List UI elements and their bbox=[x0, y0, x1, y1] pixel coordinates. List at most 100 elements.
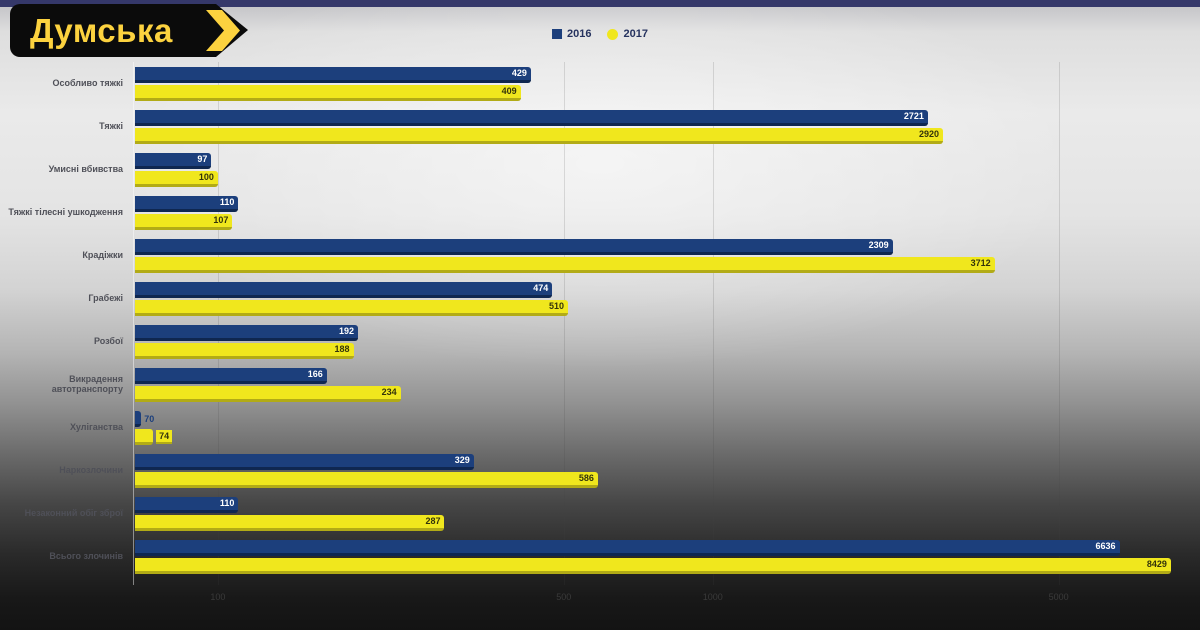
category-label: Наркозлочини bbox=[59, 464, 123, 475]
bar-2017: 510 bbox=[135, 299, 569, 316]
bar-value: 510 bbox=[549, 301, 565, 311]
dumska-logo: Думська bbox=[10, 4, 248, 57]
chart-row: Тяжкі тілесні ушкодження 110 107 bbox=[0, 191, 1200, 234]
bar-value: 188 bbox=[334, 344, 350, 354]
chart-row: Тяжкі 2721 2920 bbox=[0, 105, 1200, 148]
bar-track: 110 bbox=[135, 496, 1185, 513]
bar-tracks: 70 74 bbox=[135, 406, 1185, 449]
bar-2017: 188 bbox=[135, 342, 354, 359]
bar-tracks: 110 107 bbox=[135, 191, 1185, 234]
bar-track: 166 bbox=[135, 367, 1185, 384]
x-axis-tick-label: 500 bbox=[556, 592, 572, 602]
bar-2017: 8429 bbox=[135, 557, 1171, 574]
bar-2016: 2309 bbox=[135, 238, 893, 255]
bar-track: 8429 bbox=[135, 557, 1185, 574]
bar-track: 2309 bbox=[135, 238, 1185, 255]
bar-tracks: 429 409 bbox=[135, 62, 1185, 105]
bar-2016: 329 bbox=[135, 453, 474, 470]
bar-track: 234 bbox=[135, 385, 1185, 402]
bar-value: 234 bbox=[381, 387, 397, 397]
bar-value: 329 bbox=[454, 455, 470, 465]
bar-2016: 110 bbox=[135, 496, 239, 513]
bar-value: 166 bbox=[307, 369, 323, 379]
bar-track: 2920 bbox=[135, 127, 1185, 144]
chart-row: Викрадення автотранспорту 166 234 bbox=[0, 363, 1200, 406]
bar-2016: 6636 bbox=[135, 539, 1120, 556]
category-label: Розбої bbox=[94, 335, 123, 346]
bar-value: 6636 bbox=[1095, 541, 1116, 551]
chart-row: Хуліганства 70 74 bbox=[0, 406, 1200, 449]
bar-2017: 100 bbox=[135, 170, 218, 187]
bar-tracks: 2309 3712 bbox=[135, 234, 1185, 277]
bar-track: 74 bbox=[135, 428, 1185, 445]
chart-rows: Особливо тяжкі 429 409 Тяжкі 2721 2920 Умисні … bbox=[0, 62, 1200, 578]
bar-track: 474 bbox=[135, 281, 1185, 298]
category-label: Умисні вбивства bbox=[48, 163, 123, 174]
bar-2016: 2721 bbox=[135, 109, 928, 126]
bar-2016: 110 bbox=[135, 195, 239, 212]
bar-2017: 287 bbox=[135, 514, 445, 531]
legend-item-2016: 2016 bbox=[552, 28, 592, 40]
bar-track: 6636 bbox=[135, 539, 1185, 556]
chart-row: Умисні вбивства 97 100 bbox=[0, 148, 1200, 191]
chart-row: Крадіжки 2309 3712 bbox=[0, 234, 1200, 277]
bar-2017: 2920 bbox=[135, 127, 944, 144]
bar-track: 287 bbox=[135, 514, 1185, 531]
category-label: Хуліганства bbox=[69, 421, 123, 432]
bar-value: 107 bbox=[213, 215, 229, 225]
category-label: Тяжкі тілесні ушкодження bbox=[8, 206, 123, 217]
bar-2017: 107 bbox=[135, 213, 233, 230]
bar-value: 2721 bbox=[903, 111, 924, 121]
bar-value: 586 bbox=[578, 473, 594, 483]
bar-2016: 97 bbox=[135, 152, 212, 169]
logo-text: Думська bbox=[30, 11, 173, 49]
bar-tracks: 6636 8429 bbox=[135, 535, 1185, 578]
bar-value: 429 bbox=[511, 68, 527, 78]
bar-value: 97 bbox=[197, 154, 208, 164]
bar-value: 3712 bbox=[970, 258, 991, 268]
category-label: Незаконний обіг зброї bbox=[24, 507, 123, 518]
chart-row: Грабежі 474 510 bbox=[0, 277, 1200, 320]
chart-row: Розбої 192 188 bbox=[0, 320, 1200, 363]
bar-track: 107 bbox=[135, 213, 1185, 230]
bar-value: 74 bbox=[156, 429, 173, 444]
bar-2017: 586 bbox=[135, 471, 598, 488]
chart-row: Незаконний обіг зброї 110 287 bbox=[0, 492, 1200, 535]
legend-swatch-2016 bbox=[552, 29, 563, 39]
bar-2016: 429 bbox=[135, 66, 531, 83]
bar-track: 409 bbox=[135, 84, 1185, 101]
bar-value: 192 bbox=[339, 326, 355, 336]
bar-tracks: 192 188 bbox=[135, 320, 1185, 363]
bar-track: 110 bbox=[135, 195, 1185, 212]
x-axis-tick-label: 100 bbox=[210, 592, 226, 602]
category-label: Грабежі bbox=[88, 292, 123, 303]
x-axis-tick-label: 1000 bbox=[702, 592, 723, 602]
bar-tracks: 97 100 bbox=[135, 148, 1185, 191]
bar-2017: 409 bbox=[135, 84, 521, 101]
bar-2017: 3712 bbox=[135, 256, 995, 273]
bar-track: 2721 bbox=[135, 109, 1185, 126]
chevron-right-icon bbox=[206, 10, 240, 51]
bar-tracks: 2721 2920 bbox=[135, 105, 1185, 148]
bar-track: 510 bbox=[135, 299, 1185, 316]
legend-item-2017: 2017 bbox=[607, 28, 648, 40]
bar-value: 8429 bbox=[1146, 559, 1167, 569]
bar-track: 329 bbox=[135, 453, 1185, 470]
chart-row: Наркозлочини 329 586 bbox=[0, 449, 1200, 492]
bar-tracks: 474 510 bbox=[135, 277, 1185, 320]
chart-row: Всього злочинів 6636 8429 bbox=[0, 535, 1200, 578]
bar-2016 bbox=[135, 410, 142, 427]
bar-track: 70 bbox=[135, 410, 1185, 427]
bar-track: 188 bbox=[135, 342, 1185, 359]
bar-2016: 166 bbox=[135, 367, 327, 384]
bar-value: 474 bbox=[533, 283, 549, 293]
bar-track: 586 bbox=[135, 471, 1185, 488]
bar-track: 3712 bbox=[135, 256, 1185, 273]
bar-value: 70 bbox=[144, 413, 155, 424]
category-label: Викрадення автотранспорту bbox=[51, 374, 123, 394]
bar-track: 192 bbox=[135, 324, 1185, 341]
legend-label-2017: 2017 bbox=[623, 28, 648, 40]
bar-value: 2309 bbox=[868, 240, 889, 250]
bar-2017: 234 bbox=[135, 385, 401, 402]
